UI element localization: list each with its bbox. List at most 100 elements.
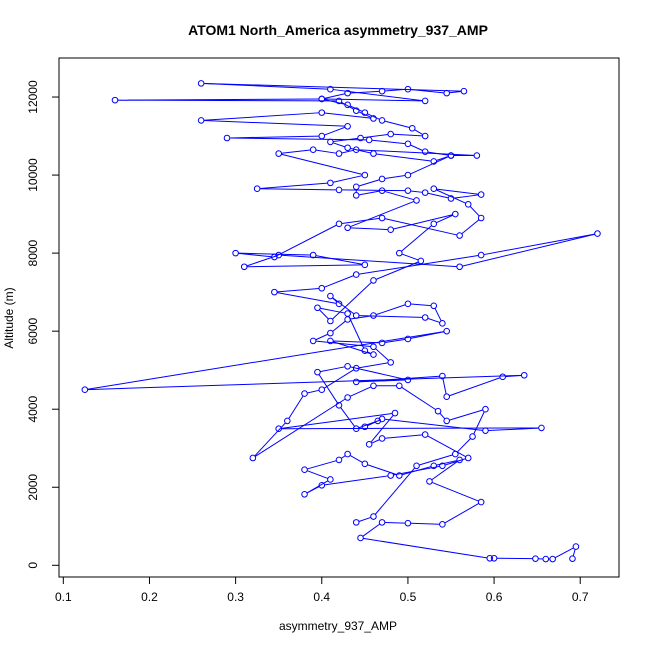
data-point: [464, 454, 472, 462]
data-point: [335, 456, 343, 464]
data-point: [249, 454, 257, 462]
series-segment: [332, 142, 346, 148]
series-segment: [363, 537, 488, 559]
data-point: [464, 201, 472, 208]
data-point: [327, 292, 334, 300]
data-point: [223, 134, 231, 142]
data-point: [309, 251, 317, 259]
data-point: [421, 132, 429, 140]
y-axis: 0 2000 4000 6000 8000 10000 12000: [26, 80, 60, 569]
series-segment: [320, 307, 345, 314]
data-point: [357, 134, 364, 142]
series-segment: [483, 233, 595, 256]
data-point: [275, 425, 282, 433]
series-segment: [341, 217, 380, 224]
series-segment: [414, 129, 424, 136]
data-point: [318, 109, 326, 116]
series-segment: [324, 475, 388, 486]
data-point: [365, 441, 373, 448]
series-segment: [315, 340, 371, 347]
series-segment: [281, 153, 363, 175]
series-segment: [358, 190, 380, 196]
data-point: [344, 316, 351, 323]
series-segment: [281, 412, 393, 429]
series-segment: [358, 111, 372, 118]
series-segment: [473, 411, 485, 435]
data-point: [240, 263, 248, 271]
data-point: [477, 251, 485, 259]
data-point: [421, 314, 429, 321]
data-point: [413, 197, 420, 204]
series-segment: [247, 264, 363, 268]
series-segment: [324, 126, 346, 136]
data-point: [352, 364, 360, 372]
series-segment: [350, 200, 415, 228]
series-segment: [431, 461, 458, 481]
series-segment: [276, 224, 337, 257]
data-point: [421, 148, 429, 155]
data-point: [443, 327, 450, 335]
data-point: [443, 393, 450, 401]
series-segment: [87, 374, 522, 391]
series-segment: [367, 113, 380, 120]
data-point: [370, 277, 377, 284]
series-segment: [350, 227, 388, 231]
series-segment: [384, 174, 406, 180]
series-segment: [384, 190, 414, 201]
series-segment: [324, 112, 371, 119]
data-point: [486, 554, 494, 562]
series-segment: [333, 175, 363, 183]
data-point: [327, 138, 334, 146]
series-segment: [333, 89, 423, 102]
data-point: [404, 187, 412, 194]
series-segment: [375, 261, 419, 280]
series-segment: [324, 99, 345, 105]
series-segment: [431, 481, 479, 502]
data-point: [335, 300, 343, 308]
series-segment: [259, 188, 337, 191]
data-point: [361, 171, 369, 179]
data-point: [469, 433, 476, 440]
data-point: [361, 261, 369, 269]
data-point: [318, 284, 326, 292]
data-point: [434, 407, 442, 415]
data-point: [447, 152, 455, 159]
data-point: [370, 343, 377, 351]
data-point: [253, 185, 261, 193]
data-point: [314, 368, 321, 376]
data-point: [421, 431, 429, 438]
data-point: [452, 450, 459, 458]
data-point: [232, 249, 239, 257]
series-segment: [393, 133, 423, 137]
y-tick-label: 4000: [26, 396, 40, 423]
x-tick-label: 0.2: [141, 590, 158, 604]
data-point: [460, 87, 468, 95]
data-point: [439, 372, 446, 380]
series-segment: [461, 219, 480, 235]
data-point: [271, 288, 278, 296]
data-point: [477, 191, 485, 198]
series-segment: [384, 418, 483, 431]
data-point: [456, 232, 463, 239]
series-segment: [307, 460, 337, 470]
y-tick-label: 8000: [26, 239, 40, 266]
data-point: [365, 136, 373, 144]
series-segment: [359, 149, 475, 156]
series-segment: [332, 297, 355, 315]
data-point: [318, 386, 326, 393]
series-segment: [315, 255, 363, 265]
data-point: [396, 382, 403, 390]
data-point: [482, 405, 489, 413]
data-point: [197, 80, 205, 87]
data-point: [477, 214, 485, 222]
data-point: [327, 85, 334, 93]
data-point: [447, 195, 455, 202]
data-point: [197, 117, 205, 124]
data-point: [335, 150, 343, 157]
series-segment: [341, 149, 354, 154]
data-point: [404, 519, 412, 527]
series-segment: [401, 253, 419, 261]
series-segment: [436, 155, 449, 161]
